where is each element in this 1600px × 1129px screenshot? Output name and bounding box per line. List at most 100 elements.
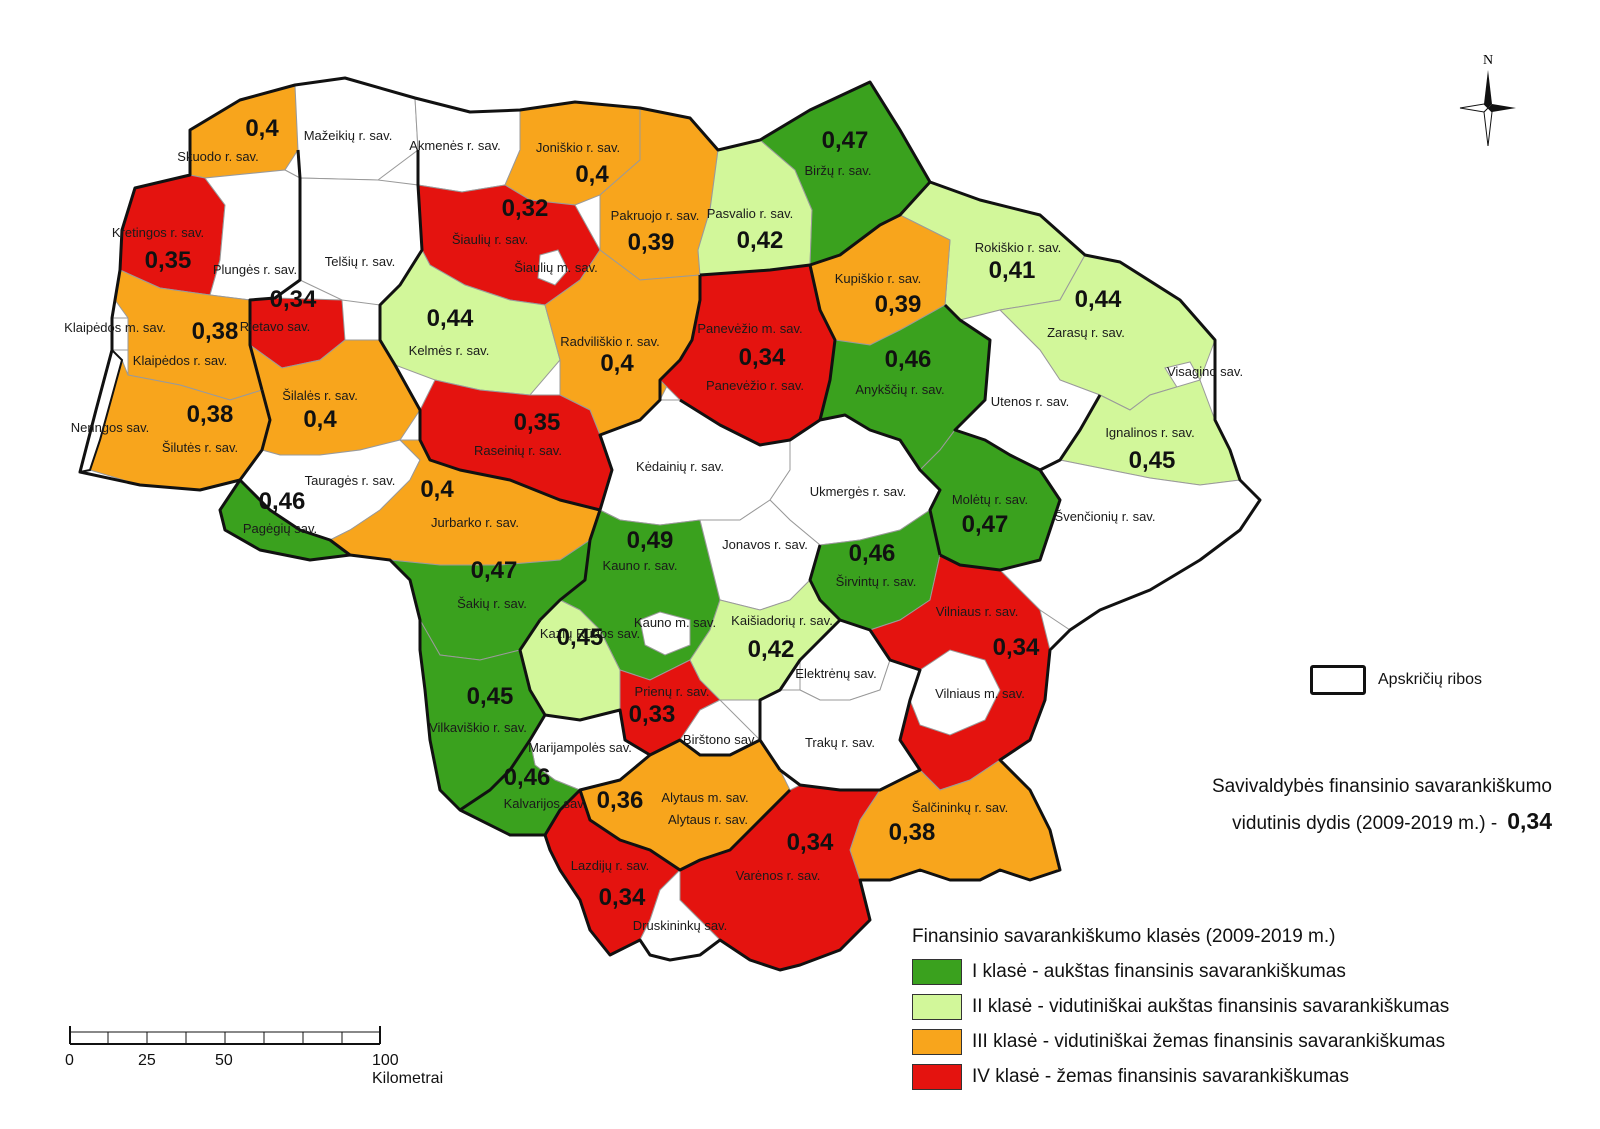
legend-swatch <box>912 1063 962 1090</box>
municipality-name: Klaipėdos r. sav. <box>133 353 227 368</box>
municipality-name: Lazdijų r. sav. <box>571 858 650 873</box>
municipality-name: Kretingos r. sav. <box>112 225 204 240</box>
municipality-name: Kauno m. sav. <box>634 615 716 630</box>
north-label: N <box>1483 53 1493 68</box>
municipality-value: 0,47 <box>471 557 518 584</box>
municipality-name: Trakų r. sav. <box>805 735 875 750</box>
municipality-value: 0,34 <box>787 829 834 856</box>
municipality-name: Birštono sav. <box>683 732 757 747</box>
municipality-name: Kauno r. sav. <box>603 558 678 573</box>
municipality-value: 0,4 <box>303 406 337 433</box>
municipality-name: Kazlų Rūdos sav. <box>540 626 640 641</box>
municipality-value: 0,38 <box>187 401 234 428</box>
municipality-value: 0,4 <box>600 350 634 377</box>
municipality-name: Klaipėdos m. sav. <box>64 320 166 335</box>
municipality-value: 0,4 <box>245 115 279 142</box>
municipality-name: Elektrėnų sav. <box>795 666 876 681</box>
compass-icon: N <box>1459 53 1516 147</box>
municipality-name: Šakių r. sav. <box>457 596 527 611</box>
municipality-value: 0,46 <box>259 488 306 515</box>
municipality-name: Pakruojo r. sav. <box>611 208 700 223</box>
summary-line2: vidutinis dydis (2009-2019 m.) - <box>1232 813 1498 834</box>
municipality-value: 0,36 <box>597 787 644 814</box>
legend-swatch <box>912 958 962 985</box>
municipality-name: Ukmergės r. sav. <box>810 484 907 499</box>
municipality-value: 0,46 <box>504 764 551 791</box>
municipality-value: 0,39 <box>875 291 922 318</box>
municipality-value: 0,4 <box>575 161 609 188</box>
municipality-name: Jonavos r. sav. <box>722 537 808 552</box>
municipality-value: 0,45 <box>467 683 514 710</box>
summary-line1: Savivaldybės finansinio savarankiškumo <box>1211 776 1552 797</box>
municipality-value: 0,35 <box>514 409 561 436</box>
municipality-name: Raseinių r. sav. <box>474 443 562 458</box>
legend-item-class-3: III klasė - vidutiniškai žemas finansini… <box>912 1024 1582 1059</box>
curonian-spit-outline <box>78 348 124 474</box>
municipality-value: 0,44 <box>1075 286 1122 313</box>
municipality-name: Marijampolės sav. <box>528 740 632 755</box>
municipality-name: Telšių r. sav. <box>325 254 396 269</box>
municipality-name: Švenčionių r. sav. <box>1055 509 1156 524</box>
municipality-value: 0,42 <box>737 227 784 254</box>
municipality-name: Alytaus m. sav. <box>661 790 748 805</box>
municipality-name: Kelmės r. sav. <box>409 343 490 358</box>
municipality-name: Biržų r. sav. <box>805 163 872 178</box>
summary-value: 0,34 <box>1507 808 1552 834</box>
municipality-name: Tauragės r. sav. <box>305 473 396 488</box>
municipality-name: Vilniaus r. sav. <box>936 604 1019 619</box>
municipality-name: Ignalinos r. sav. <box>1105 425 1194 440</box>
municipality-value: 0,35 <box>145 247 192 274</box>
class-legend: Finansinio savarankiškumo klasės (2009-2… <box>912 926 1582 1094</box>
legend-item-class-2: II klasė - vidutiniškai aukštas finansin… <box>912 989 1582 1024</box>
municipality-value: 0,45 <box>1129 447 1176 474</box>
municipality-labels: Skuodo r. sav. 0,4 Mažeikių r. sav. Akmenės… <box>64 115 1243 933</box>
municipality-name: Radviliškio r. sav. <box>560 334 659 349</box>
legend-item-class-1: I klasė - aukštas finansinis savarankišk… <box>912 954 1582 989</box>
boundary-legend-label: Apskričių ribos <box>1378 671 1483 688</box>
scale-label-50: 50 <box>215 1052 233 1069</box>
scale-label-25: 25 <box>138 1052 156 1069</box>
region-vilniaus_m <box>909 649 1001 736</box>
municipality-name: Panevėžio r. sav. <box>706 378 804 393</box>
municipality-name: Alytaus r. sav. <box>668 812 748 827</box>
municipality-value: 0,44 <box>427 305 474 332</box>
municipality-value: 0,32 <box>502 195 549 222</box>
municipality-name: Varėnos r. sav. <box>736 868 821 883</box>
municipality-value: 0,38 <box>889 819 936 846</box>
municipality-regions <box>79 77 1261 971</box>
municipality-value: 0,41 <box>989 257 1036 284</box>
municipality-name: Šilalės r. sav. <box>282 388 358 403</box>
municipality-value: 0,39 <box>628 229 675 256</box>
municipality-name: Jurbarko r. sav. <box>431 515 519 530</box>
municipality-name: Rokiškio r. sav. <box>975 240 1061 255</box>
municipality-name: Šalčininkų r. sav. <box>912 800 1009 815</box>
municipality-value: 0,38 <box>192 318 239 345</box>
north-arrow: N <box>1458 48 1518 148</box>
scale-label-0: 0 <box>65 1052 74 1069</box>
region-kauno_m <box>639 611 691 656</box>
municipality-value: 0,42 <box>748 636 795 663</box>
municipality-name: Kalvarijos sav. <box>504 796 587 811</box>
municipality-name: Panevėžio m. sav. <box>697 321 802 336</box>
average-summary: Savivaldybės finansinio savarankiškumo v… <box>1062 770 1552 841</box>
municipality-value: 0,34 <box>993 634 1040 661</box>
region-siauliu_m <box>537 249 569 286</box>
scale-bar-graphic <box>69 1026 381 1045</box>
municipality-value: 0,34 <box>739 344 786 371</box>
municipality-value: 0,45 <box>557 624 604 651</box>
municipality-name: Rietavo sav. <box>240 319 311 334</box>
municipality-name: Visagino sav. <box>1167 364 1243 379</box>
legend-swatch <box>912 993 962 1020</box>
scale-bar: 0 25 50 100 Kilometrai <box>60 1018 443 1087</box>
municipality-value: 0,34 <box>270 286 317 313</box>
municipality-name: Vilniaus m. sav. <box>935 686 1025 701</box>
municipality-name: Mažeikių r. sav. <box>304 128 393 143</box>
municipality-value: 0,46 <box>885 346 932 373</box>
municipality-name: Prienų r. sav. <box>635 684 710 699</box>
municipality-name: Zarasų r. sav. <box>1047 325 1125 340</box>
municipality-name: Molėtų r. sav. <box>952 492 1028 507</box>
municipality-value: 0,47 <box>962 511 1009 538</box>
municipality-name: Neringos sav. <box>71 420 150 435</box>
municipality-name: Pagėgių sav. <box>243 521 317 536</box>
municipality-value: 0,49 <box>627 527 674 554</box>
